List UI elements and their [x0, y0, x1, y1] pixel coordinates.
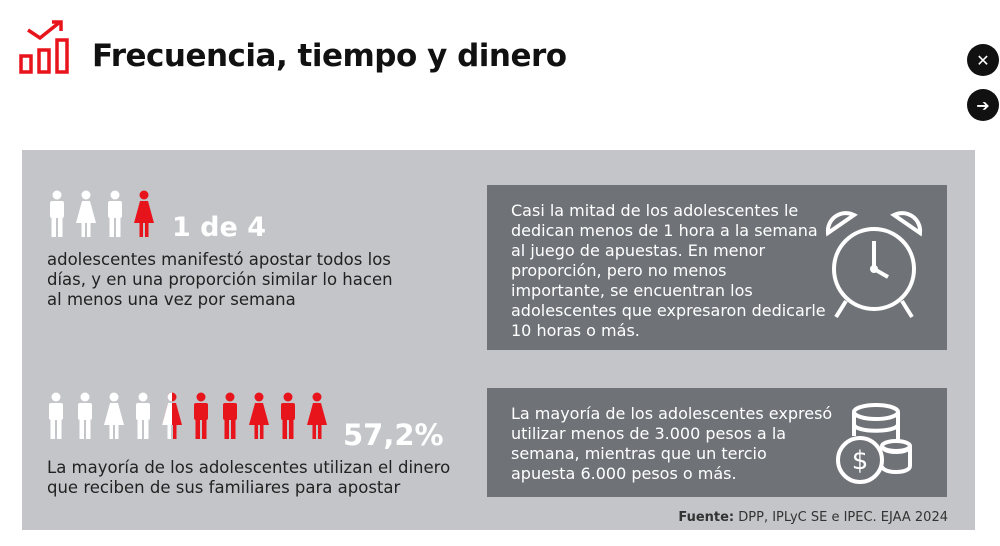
source-label: Fuente: — [678, 510, 735, 525]
text-line: La mayoría de los adolescentes expresó — [511, 404, 833, 423]
close-button[interactable]: ✕ — [967, 44, 999, 76]
alarm-clock-icon — [825, 211, 923, 319]
text-line: adolescentes manifestó apostar todos los — [47, 250, 391, 269]
person-female-highlight-icon — [249, 392, 269, 440]
coins-dollar-icon: $ — [836, 403, 912, 484]
time-info-box: Casi la mitad de los adolescentes le ded… — [487, 185, 947, 350]
text-line: 10 horas o más. — [511, 321, 640, 340]
money-info-text: La mayoría de los adolescentes expresó u… — [511, 404, 832, 484]
text-line: al juego de apuestas. En menor — [511, 241, 766, 260]
people-row-1 — [47, 190, 163, 242]
stat2-text: La mayoría de los adolescentes utilizan … — [47, 458, 450, 498]
source-text: DPP, IPLyC SE e IPEC. EJAA 2024 — [734, 510, 948, 525]
text-line: dedican menos de 1 hora a la semana — [511, 221, 818, 240]
text-line: apuesta 6.000 pesos o más. — [511, 464, 737, 483]
person-male-icon — [133, 392, 153, 440]
time-info-text: Casi la mitad de los adolescentes le ded… — [511, 201, 826, 341]
text-line: utilizar menos de 3.000 pesos a la — [511, 424, 787, 443]
text-line: Casi la mitad de los adolescentes le — [511, 201, 799, 220]
person-female-highlight-icon — [307, 392, 327, 440]
stat1-value: 1 de 4 — [172, 212, 267, 243]
svg-text:$: $ — [852, 446, 869, 476]
stat1-text: adolescentes manifestó apostar todos los… — [47, 250, 393, 310]
people-row-2 — [46, 392, 336, 444]
stat2-value: 57,2% — [343, 418, 444, 452]
source-note: Fuente: DPP, IPLyC SE e IPEC. EJAA 2024 — [678, 510, 948, 525]
person-female-highlight-icon — [134, 190, 154, 238]
person-male-icon — [47, 190, 67, 238]
person-male-icon — [105, 190, 125, 238]
person-female-half-icon — [162, 392, 182, 440]
person-male-highlight-icon — [191, 392, 211, 440]
text-line: proporción, pero no menos — [511, 261, 727, 280]
person-male-highlight-icon — [220, 392, 240, 440]
text-line: La mayoría de los adolescentes utilizan … — [47, 458, 451, 477]
page-title: Frecuencia, tiempo y dinero — [92, 38, 567, 74]
text-line: adolescentes que expresaron dedicarle — [511, 301, 826, 320]
person-female-icon — [76, 190, 96, 238]
text-line: importante, se encuentran los — [511, 281, 753, 300]
arrow-right-icon: ➔ — [976, 95, 990, 115]
person-male-highlight-icon — [278, 392, 298, 440]
text-line: que reciben de sus familiares para apost… — [47, 478, 401, 497]
person-male-icon — [46, 392, 66, 440]
text-line: al menos una vez por semana — [47, 290, 296, 309]
person-female-icon — [104, 392, 124, 440]
next-button[interactable]: ➔ — [967, 89, 999, 121]
person-male-icon — [75, 392, 95, 440]
close-icon: ✕ — [976, 50, 990, 70]
money-info-box: La mayoría de los adolescentes expresó u… — [487, 388, 947, 497]
text-line: días, y en una proporción similar lo hac… — [47, 270, 393, 289]
logo-icon — [18, 16, 72, 78]
text-line: semana, mientras que un tercio — [511, 444, 767, 463]
